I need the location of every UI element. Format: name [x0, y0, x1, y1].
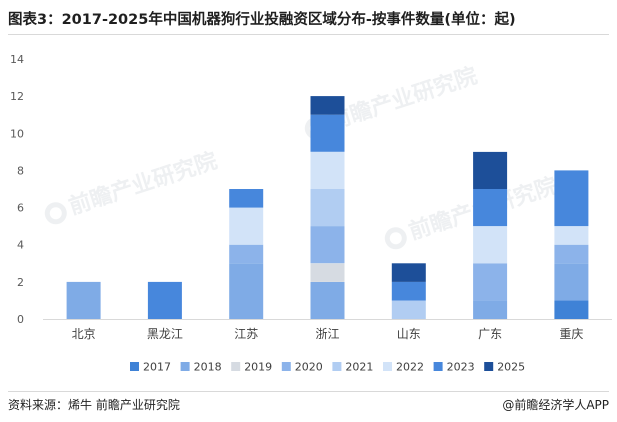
x-tick-label: 广东 — [478, 327, 502, 341]
bar-segment-重庆-2018 — [554, 263, 589, 301]
bar-segment-广东-2023 — [473, 189, 508, 227]
bar-segment-江苏-2023 — [229, 189, 264, 208]
legend-swatch-2018 — [180, 362, 190, 371]
bar-segment-广东-2022 — [473, 226, 508, 264]
legend-label-2025: 2025 — [497, 361, 525, 374]
bar-segment-重庆-2022 — [554, 226, 589, 245]
title-divider — [8, 34, 609, 35]
footer-divider — [8, 391, 609, 392]
bar-segment-广东-2018 — [473, 300, 508, 319]
legend-label-2022: 2022 — [396, 361, 424, 374]
bar-segment-山东-2023 — [391, 281, 426, 301]
legend-swatch-2025 — [484, 362, 494, 371]
legend-label-2019: 2019 — [244, 361, 272, 374]
stacked-bar-chart: 0 2 4 6 8 10 12 14 北京 黑龙江 江苏 浙江 山东 广东 重庆 2017 2018 2019 20… — [10, 53, 612, 374]
y-tick-label: 4 — [17, 239, 24, 252]
bar-segment-浙江-2019 — [310, 263, 345, 282]
y-tick-label: 12 — [10, 90, 24, 103]
bar-segment-浙江-2025 — [310, 96, 345, 115]
legend-label-2023: 2023 — [447, 361, 475, 374]
legend-label-2020: 2020 — [295, 361, 323, 374]
y-tick-label: 2 — [17, 276, 24, 289]
source-note: 资料来源：烯牛 前瞻产业研究院 — [8, 398, 180, 412]
x-tick-label: 重庆 — [559, 327, 583, 341]
chart-title: 图表3：2017-2025年中国机器狗行业投融资区域分布-按事件数量(单位：起) — [8, 12, 516, 28]
legend-swatch-2022 — [383, 362, 392, 371]
legend-swatch-2021 — [332, 362, 342, 371]
bar-segment-山东-2021 — [391, 300, 426, 319]
bar-segment-江苏-2022 — [229, 207, 264, 245]
bar-segment-浙江-2020 — [310, 226, 345, 264]
bar-segment-黑龙江-2023 — [147, 281, 182, 319]
bar-segment-山东-2025 — [391, 263, 426, 282]
x-tick-label: 黑龙江 — [147, 327, 183, 341]
bar-segment-江苏-2018 — [229, 263, 264, 319]
bar-segment-广东-2025 — [473, 151, 508, 189]
legend-label-2021: 2021 — [345, 361, 373, 374]
brand-credit: @前瞻经济学人APP — [502, 398, 609, 412]
bar-segment-浙江-2022 — [310, 151, 345, 189]
bar-segment-浙江-2021 — [310, 189, 345, 227]
legend-swatch-2017 — [130, 362, 139, 371]
y-tick-label: 0 — [17, 313, 24, 326]
bar-segment-浙江-2023 — [310, 114, 345, 152]
bar-segment-重庆-2017 — [554, 300, 589, 319]
bar-segment-广东-2020 — [473, 263, 508, 301]
legend-swatch-2023 — [433, 362, 443, 371]
legend-swatch-2020 — [281, 362, 291, 371]
y-tick-label: 10 — [10, 127, 24, 140]
y-tick-label: 6 — [17, 202, 24, 215]
bar-segment-重庆-2020 — [554, 244, 589, 264]
legend-swatch-2019 — [231, 362, 241, 371]
x-tick-label: 浙江 — [315, 327, 339, 341]
bar-segment-江苏-2020 — [229, 244, 264, 264]
x-tick-label: 江苏 — [234, 327, 258, 341]
y-tick-label: 14 — [10, 53, 24, 66]
x-tick-label: 北京 — [72, 327, 96, 341]
bar-segment-浙江-2018 — [310, 281, 345, 319]
y-tick-label: 8 — [17, 164, 24, 177]
legend-label-2018: 2018 — [194, 361, 222, 374]
bar-segment-北京-2018 — [66, 281, 101, 319]
legend-label-2017: 2017 — [143, 361, 171, 374]
bar-segment-重庆-2023 — [554, 170, 589, 227]
x-tick-label: 山东 — [397, 327, 421, 341]
